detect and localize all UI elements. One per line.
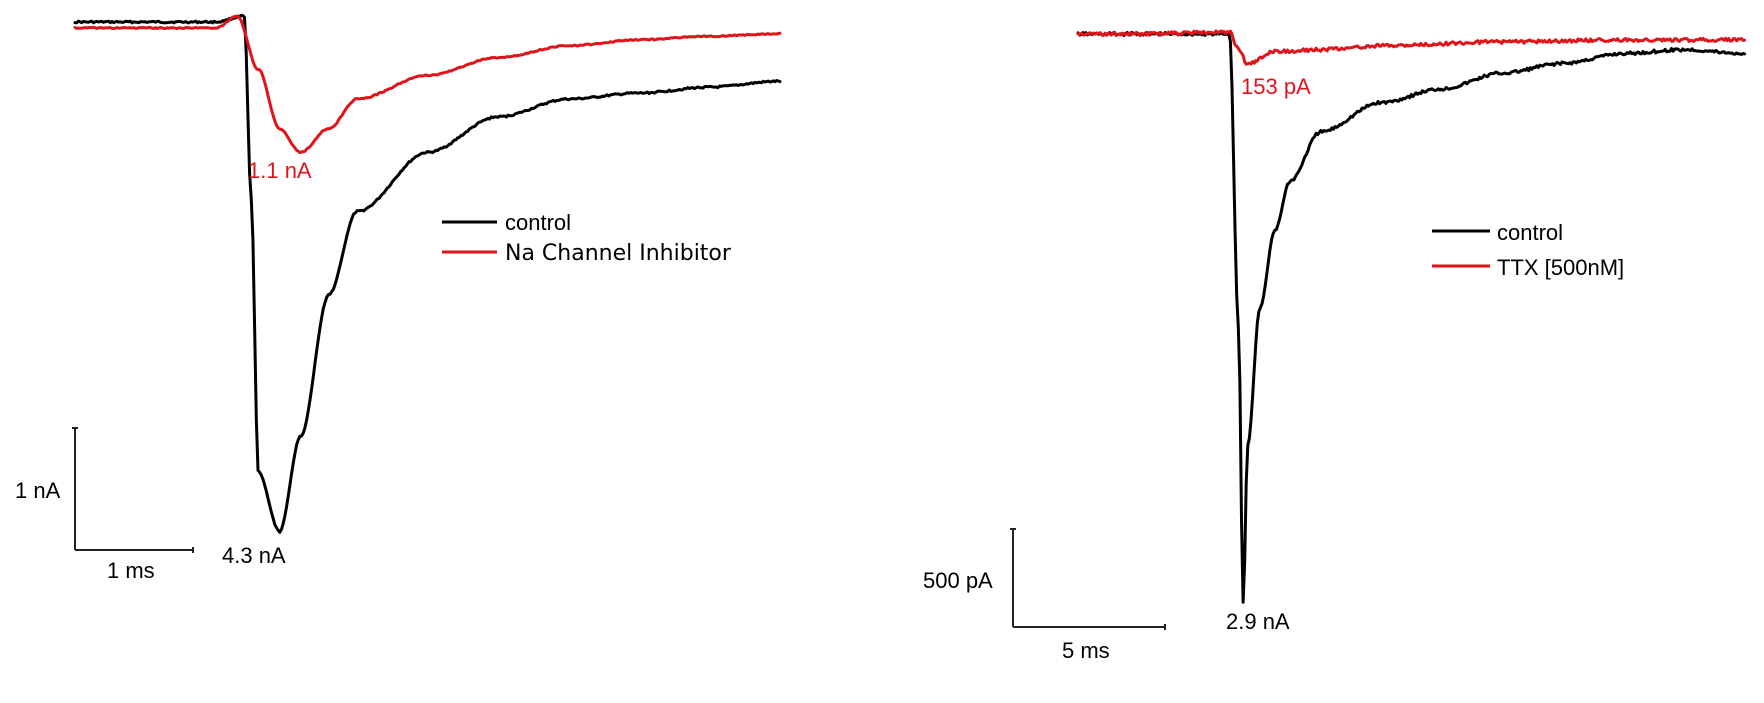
right-scale-bar xyxy=(1010,528,1166,630)
right-panel: 153 pA 2.9 nA control TTX [500nM] 500 pA… xyxy=(923,29,1747,663)
right-legend: control TTX [500nM] xyxy=(1432,220,1624,280)
left-legend: control Na Channel Inhibitor xyxy=(442,210,732,266)
legend-label-control: control xyxy=(505,210,571,235)
right-scale-y-label: 500 pA xyxy=(923,568,993,593)
right-annotation-red: 153 pA xyxy=(1241,74,1311,99)
left-annotation-red: 1.1 nA xyxy=(248,158,312,183)
left-scale-x-label: 1 ms xyxy=(107,558,155,583)
left-scale-y-label: 1 nA xyxy=(15,478,61,503)
left-panel: 1.1 nA 4.3 nA control Na Channel Inhibit… xyxy=(15,13,782,583)
left-scale-bar xyxy=(72,427,194,553)
right-ttx-trace xyxy=(1076,29,1747,66)
right-annotation-black: 2.9 nA xyxy=(1226,609,1290,634)
legend-label-control: control xyxy=(1497,220,1563,245)
left-annotation-black: 4.3 nA xyxy=(222,543,286,568)
legend-label-ttx: TTX [500nM] xyxy=(1497,255,1624,280)
right-scale-x-label: 5 ms xyxy=(1062,638,1110,663)
left-control-trace xyxy=(73,13,782,534)
left-inhibitor-trace xyxy=(73,14,782,155)
right-control-trace xyxy=(1076,30,1747,604)
legend-label-inhibitor: Na Channel Inhibitor xyxy=(505,241,732,266)
